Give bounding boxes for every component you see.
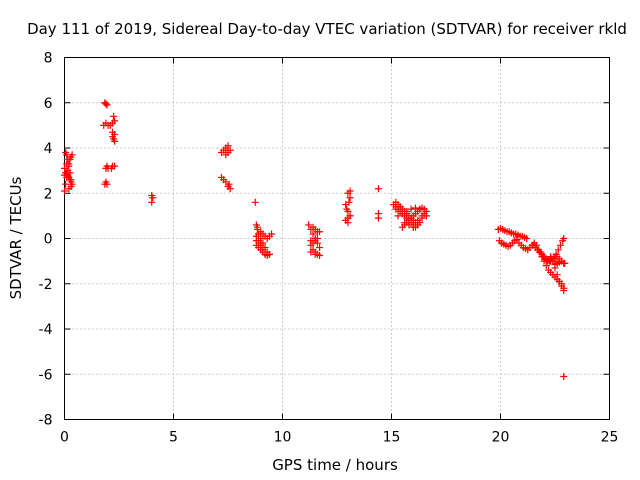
data-point (110, 112, 118, 120)
data-point (61, 164, 68, 172)
y-tick-label: 8 (44, 51, 53, 67)
data-point (407, 205, 415, 213)
data-point (149, 194, 157, 202)
data-point (416, 205, 424, 213)
y-tick-label: 0 (44, 232, 53, 248)
data-point (560, 235, 568, 242)
data-point (313, 228, 321, 236)
x-tick-label: 0 (60, 430, 69, 446)
data-points (61, 99, 569, 381)
data-point (411, 204, 419, 212)
data-point (342, 201, 350, 209)
data-point (111, 162, 119, 170)
y-axis-label: SDTVAR / TECUs (7, 176, 25, 299)
data-point (542, 262, 550, 270)
data-point (253, 223, 261, 231)
data-point (261, 250, 269, 258)
data-point (536, 248, 544, 256)
data-point (111, 117, 119, 125)
data-point (63, 151, 71, 159)
y-tick-label: -2 (39, 277, 53, 293)
data-point (346, 212, 354, 220)
data-point (396, 203, 404, 211)
data-point (374, 185, 382, 193)
y-tick-label: 6 (44, 96, 53, 112)
data-point (405, 221, 413, 229)
data-point (305, 221, 313, 229)
data-point (392, 205, 400, 213)
data-point (560, 373, 568, 381)
data-point (409, 223, 417, 231)
data-point (311, 250, 319, 258)
data-point (226, 185, 234, 193)
y-tick-label: -6 (39, 367, 53, 383)
plot-frame (64, 57, 610, 420)
data-point (560, 287, 568, 295)
data-point (346, 187, 354, 195)
data-point (554, 246, 562, 254)
data-point (257, 239, 265, 247)
data-point (67, 182, 75, 190)
data-point (268, 230, 276, 238)
data-point (111, 137, 119, 145)
data-point (316, 251, 324, 259)
data-point (103, 101, 111, 109)
data-point (309, 230, 317, 238)
data-point (344, 207, 352, 215)
data-point (540, 257, 548, 265)
data-point (252, 237, 260, 245)
x-tick-label: 20 (492, 430, 510, 446)
data-point (558, 282, 566, 290)
grid-lines (64, 57, 610, 420)
data-point (102, 100, 110, 108)
data-point (523, 235, 531, 242)
data-point (224, 149, 232, 157)
axis-ticks: 0 5 10 15 20 25 -8 -6 -4 -2 0 2 4 6 8 (39, 51, 619, 446)
y-tick-label: -8 (39, 413, 53, 429)
y-tick-label: 4 (44, 141, 53, 157)
data-point (61, 187, 68, 195)
data-point (547, 253, 555, 261)
x-tick-label: 5 (169, 430, 178, 446)
data-point (398, 210, 406, 218)
data-point (394, 212, 402, 220)
data-point (251, 198, 259, 206)
data-point (148, 198, 156, 206)
data-point (316, 244, 324, 252)
data-point (403, 207, 411, 215)
data-point (64, 155, 72, 163)
x-tick-label: 25 (601, 430, 619, 446)
chart-title: Day 111 of 2019, Sidereal Day-to-day VTE… (27, 20, 627, 38)
data-point (374, 214, 382, 222)
data-point (62, 180, 70, 188)
data-point (401, 219, 409, 227)
data-point (553, 271, 561, 279)
data-point (538, 253, 546, 261)
data-point (307, 248, 315, 256)
data-point (344, 219, 352, 227)
y-tick-label: -4 (39, 322, 53, 338)
data-point (346, 194, 354, 202)
x-tick-label: 10 (274, 430, 292, 446)
data-point (111, 130, 119, 138)
data-point (225, 180, 233, 188)
data-point (313, 235, 321, 242)
data-point (422, 212, 430, 220)
data-point (414, 216, 422, 224)
data-point (224, 142, 232, 150)
y-tick-label: 2 (44, 186, 53, 202)
data-point (555, 277, 563, 285)
x-axis-label: GPS time / hours (272, 456, 398, 474)
data-point (63, 160, 71, 168)
data-point (556, 241, 564, 249)
x-tick-label: 15 (383, 430, 401, 446)
data-point (103, 180, 111, 188)
data-point (551, 261, 559, 269)
